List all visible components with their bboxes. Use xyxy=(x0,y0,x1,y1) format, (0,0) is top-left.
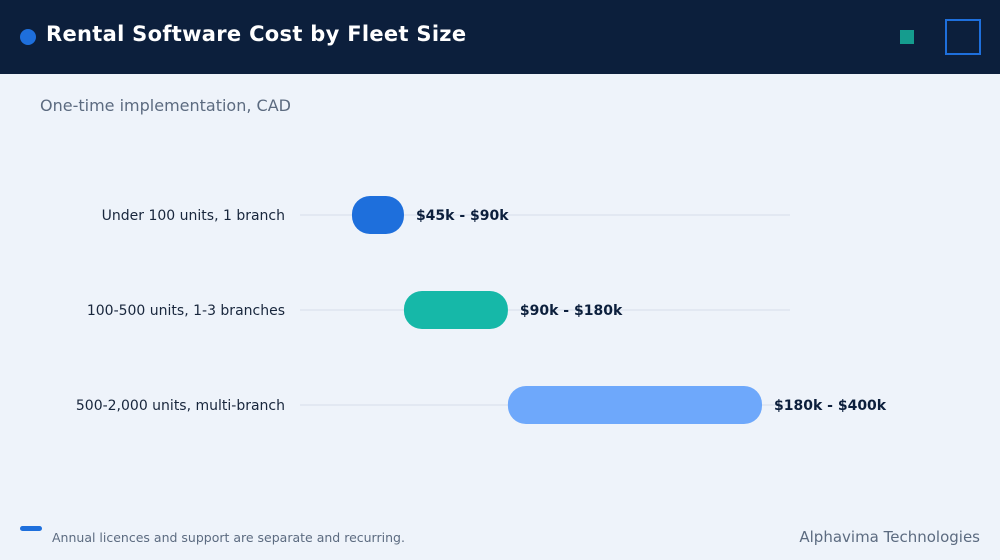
brand-name: Alphavima Technologies xyxy=(799,528,980,546)
value-label: $90k - $180k xyxy=(520,303,623,319)
status-dot-icon xyxy=(20,29,36,45)
value-label: $180k - $400k xyxy=(774,398,887,414)
category-label: Under 100 units, 1 branch xyxy=(102,208,285,224)
frame-icon xyxy=(945,19,981,55)
range-bar xyxy=(403,291,508,329)
page-title: Rental Software Cost by Fleet Size xyxy=(46,22,467,46)
value-label: $45k - $90k xyxy=(416,208,509,224)
category-label: 100-500 units, 1-3 branches xyxy=(87,303,285,319)
header-bar: Rental Software Cost by Fleet Size xyxy=(0,0,1000,74)
chart-subtitle: One-time implementation, CAD xyxy=(40,96,291,115)
square-icon xyxy=(900,30,914,44)
footnote: Annual licences and support are separate… xyxy=(52,530,405,545)
footer-accent-icon xyxy=(20,526,42,531)
range-bar xyxy=(351,196,404,234)
range-bar xyxy=(507,386,762,424)
category-label: 500-2,000 units, multi-branch xyxy=(76,398,285,414)
